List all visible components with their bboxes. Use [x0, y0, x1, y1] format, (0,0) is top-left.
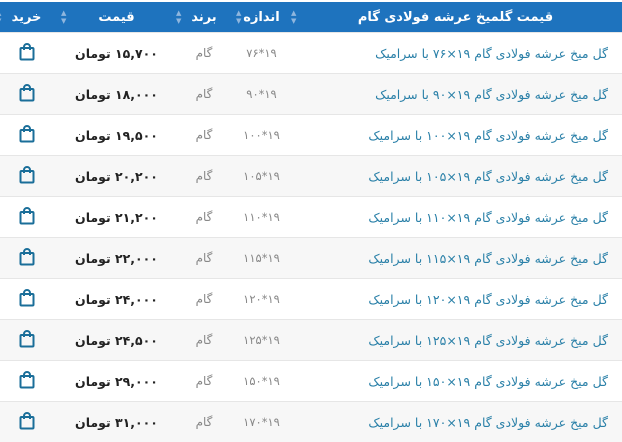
sort-icon[interactable]: ▲▼ — [176, 9, 182, 25]
table-row: گل میخ عرشه فولادی گام ۱۹×۱۲۰ با سرامیک … — [0, 278, 622, 320]
size-cell: ۱۹*۷۶ — [234, 32, 289, 74]
brand-cell: گام — [174, 360, 234, 402]
product-name-link[interactable]: گل میخ عرشه فولادی گام ۱۹×۹۰ با سرامیک — [289, 73, 622, 115]
brand-cell: گام — [174, 155, 234, 197]
price-cell: ۲۹,۰۰۰ تومان — [59, 360, 174, 402]
buy-cell — [0, 73, 59, 115]
buy-cell — [0, 319, 59, 361]
brand-cell: گام — [174, 319, 234, 361]
shopping-bag-icon[interactable] — [19, 165, 35, 187]
brand-cell: گام — [174, 237, 234, 279]
table-row: گل میخ عرشه فولادی گام ۱۹×۱۵۰ با سرامیک … — [0, 360, 622, 402]
size-cell: ۱۹*۹۰ — [234, 73, 289, 115]
table-row: گل میخ عرشه فولادی گام ۱۹×۷۶ با سرامیک ۱… — [0, 32, 622, 74]
brand-cell: گام — [174, 401, 234, 442]
price-cell: ۲۴,۰۰۰ تومان — [59, 278, 174, 320]
price-cell: ۲۲,۰۰۰ تومان — [59, 237, 174, 279]
product-name-link[interactable]: گل میخ عرشه فولادی گام ۱۹×۱۲۵ با سرامیک — [289, 319, 622, 361]
sort-icon[interactable]: ▲▼ — [0, 9, 1, 25]
buy-cell — [0, 32, 59, 74]
size-cell: ۱۹*۱۲۵ — [234, 319, 289, 361]
table-row: گل میخ عرشه فولادی گام ۱۹×۱۰۰ با سرامیک … — [0, 114, 622, 156]
size-cell: ۱۹*۱۰۵ — [234, 155, 289, 197]
column-header-buy[interactable]: خرید▲▼ — [0, 2, 59, 33]
size-cell: ۱۹*۱۲۰ — [234, 278, 289, 320]
shopping-bag-icon[interactable] — [19, 42, 35, 64]
sort-icon[interactable]: ▲▼ — [61, 9, 67, 25]
brand-cell: گام — [174, 73, 234, 115]
buy-cell — [0, 237, 59, 279]
price-cell: ۱۸,۰۰۰ تومان — [59, 73, 174, 115]
price-cell: ۱۵,۷۰۰ تومان — [59, 32, 174, 74]
product-name-link[interactable]: گل میخ عرشه فولادی گام ۱۹×۱۵۰ با سرامیک — [289, 360, 622, 402]
price-cell: ۲۰,۲۰۰ تومان — [59, 155, 174, 197]
sort-icon[interactable]: ▲▼ — [236, 9, 242, 25]
table-row: گل میخ عرشه فولادی گام ۱۹×۱۷۰ با سرامیک … — [0, 401, 622, 442]
shopping-bag-icon[interactable] — [19, 124, 35, 146]
price-cell: ۲۴,۵۰۰ تومان — [59, 319, 174, 361]
table-row: گل میخ عرشه فولادی گام ۱۹×۱۱۰ با سرامیک … — [0, 196, 622, 238]
table-row: گل میخ عرشه فولادی گام ۱۹×۱۰۵ با سرامیک … — [0, 155, 622, 197]
buy-cell — [0, 155, 59, 197]
buy-cell — [0, 360, 59, 402]
brand-cell: گام — [174, 114, 234, 156]
table-row: گل میخ عرشه فولادی گام ۱۹×۹۰ با سرامیک ۱… — [0, 73, 622, 115]
buy-cell — [0, 196, 59, 238]
price-cell: ۱۹,۵۰۰ تومان — [59, 114, 174, 156]
price-cell: ۲۱,۲۰۰ تومان — [59, 196, 174, 238]
shopping-bag-icon[interactable] — [19, 288, 35, 310]
product-name-link[interactable]: گل میخ عرشه فولادی گام ۱۹×۱۰۵ با سرامیک — [289, 155, 622, 197]
product-name-link[interactable]: گل میخ عرشه فولادی گام ۱۹×۱۰۰ با سرامیک — [289, 114, 622, 156]
size-cell: ۱۹*۱۰۰ — [234, 114, 289, 156]
shopping-bag-icon[interactable] — [19, 247, 35, 269]
size-cell: ۱۹*۱۱۰ — [234, 196, 289, 238]
buy-cell — [0, 114, 59, 156]
product-name-link[interactable]: گل میخ عرشه فولادی گام ۱۹×۷۶ با سرامیک — [289, 32, 622, 74]
product-name-link[interactable]: گل میخ عرشه فولادی گام ۱۹×۱۷۰ با سرامیک — [289, 401, 622, 442]
column-header-name[interactable]: قیمت گلمیخ عرشه فولادی گام ▲ ▼ — [289, 2, 622, 33]
brand-cell: گام — [174, 32, 234, 74]
shopping-bag-icon[interactable] — [19, 329, 35, 351]
size-cell: ۱۹*۱۱۵ — [234, 237, 289, 279]
shopping-bag-icon[interactable] — [19, 206, 35, 228]
size-cell: ۱۹*۱۷۰ — [234, 401, 289, 442]
sort-icon[interactable]: ▲▼ — [291, 9, 297, 25]
price-cell: ۳۱,۰۰۰ تومان — [59, 401, 174, 442]
product-name-link[interactable]: گل میخ عرشه فولادی گام ۱۹×۱۲۰ با سرامیک — [289, 278, 622, 320]
buy-cell — [0, 401, 59, 442]
shopping-bag-icon[interactable] — [19, 83, 35, 105]
column-header-size[interactable]: اندازه ▲ ▼ — [234, 2, 289, 33]
brand-cell: گام — [174, 278, 234, 320]
column-header-brand[interactable]: برند ▲ ▼ — [174, 2, 234, 33]
table-row: گل میخ عرشه فولادی گام ۱۹×۱۱۵ با سرامیک … — [0, 237, 622, 279]
column-header-price[interactable]: قیمت ▲ ▼ — [59, 2, 174, 33]
shopping-bag-icon[interactable] — [19, 411, 35, 433]
buy-cell — [0, 278, 59, 320]
product-name-link[interactable]: گل میخ عرشه فولادی گام ۱۹×۱۱۵ با سرامیک — [289, 237, 622, 279]
table-row: گل میخ عرشه فولادی گام ۱۹×۱۲۵ با سرامیک … — [0, 319, 622, 361]
shopping-bag-icon[interactable] — [19, 370, 35, 392]
product-name-link[interactable]: گل میخ عرشه فولادی گام ۱۹×۱۱۰ با سرامیک — [289, 196, 622, 238]
table-header: قیمت گلمیخ عرشه فولادی گام ▲ ▼ اندازه ▲ ▼ بر… — [0, 2, 622, 33]
brand-cell: گام — [174, 196, 234, 238]
size-cell: ۱۹*۱۵۰ — [234, 360, 289, 402]
